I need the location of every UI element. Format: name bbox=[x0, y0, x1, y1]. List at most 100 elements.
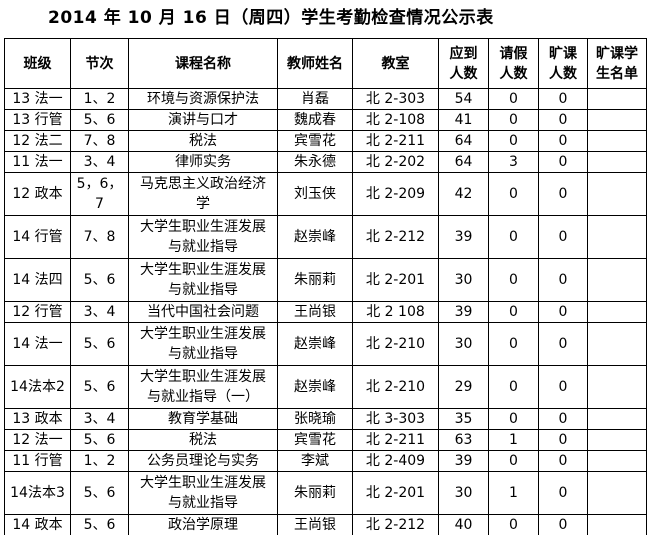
table-row: 12 政本 5，6，7 马克思主义政治经济 学 刘玉侠 北 2-209 42 0… bbox=[4, 172, 647, 216]
cell-teacher: 李斌 bbox=[277, 450, 353, 472]
cell-absent-names bbox=[587, 88, 647, 110]
cell-room: 北 2-211 bbox=[352, 130, 439, 152]
header-course: 课程名称 bbox=[128, 38, 278, 89]
cell-class: 11 行管 bbox=[4, 450, 71, 472]
cell-leave: 0 bbox=[488, 365, 539, 409]
table-row: 11 行管 1、2 公务员理论与实务 李斌 北 2-409 39 0 0 bbox=[4, 450, 647, 472]
cell-leave: 0 bbox=[488, 130, 539, 152]
cell-room: 北 2-201 bbox=[352, 471, 439, 515]
cell-course: 教育学基础 bbox=[128, 408, 278, 430]
cell-leave: 3 bbox=[488, 151, 539, 173]
cell-expected: 30 bbox=[438, 471, 489, 515]
header-absent-names: 旷课学 生名单 bbox=[587, 38, 647, 89]
cell-absent-names bbox=[587, 408, 647, 430]
header-leave: 请假 人数 bbox=[488, 38, 539, 89]
cell-absent-names bbox=[587, 258, 647, 302]
table-row: 12 法一 5、6 税法 宾雪花 北 2-211 63 1 0 bbox=[4, 429, 647, 451]
cell-course: 当代中国社会问题 bbox=[128, 301, 278, 323]
cell-expected: 42 bbox=[438, 172, 489, 216]
cell-leave: 0 bbox=[488, 258, 539, 302]
cell-teacher: 赵崇峰 bbox=[277, 365, 353, 409]
cell-expected: 63 bbox=[438, 429, 489, 451]
cell-course: 政治学原理 bbox=[128, 514, 278, 535]
cell-course: 大学生职业生涯发展 与就业指导 bbox=[128, 471, 278, 515]
cell-absent-names bbox=[587, 151, 647, 173]
cell-class: 14 法一 bbox=[4, 322, 71, 366]
header-room: 教室 bbox=[352, 38, 439, 89]
cell-teacher: 王尚银 bbox=[277, 514, 353, 535]
cell-absent-names bbox=[587, 471, 647, 515]
cell-teacher: 王尚银 bbox=[277, 301, 353, 323]
header-teacher: 教师姓名 bbox=[277, 38, 353, 89]
cell-leave: 0 bbox=[488, 322, 539, 366]
cell-period: 5、6 bbox=[70, 471, 129, 515]
cell-course: 大学生职业生涯发展 与就业指导 bbox=[128, 258, 278, 302]
cell-course: 马克思主义政治经济 学 bbox=[128, 172, 278, 216]
cell-class: 14法本3 bbox=[4, 471, 71, 515]
cell-class: 14 法四 bbox=[4, 258, 71, 302]
cell-teacher: 朱永德 bbox=[277, 151, 353, 173]
table-row: 12 行管 3、4 当代中国社会问题 王尚银 北 2 108 39 0 0 bbox=[4, 301, 647, 323]
cell-expected: 30 bbox=[438, 322, 489, 366]
cell-expected: 39 bbox=[438, 215, 489, 259]
cell-period: 7、8 bbox=[70, 215, 129, 259]
cell-leave: 1 bbox=[488, 471, 539, 515]
table-row: 14 政本 5、6 政治学原理 王尚银 北 2-212 40 0 0 bbox=[4, 514, 647, 535]
cell-expected: 41 bbox=[438, 109, 489, 131]
cell-expected: 30 bbox=[438, 258, 489, 302]
cell-room: 北 2-209 bbox=[352, 172, 439, 216]
header-class: 班级 bbox=[4, 38, 71, 89]
cell-room: 北 2-202 bbox=[352, 151, 439, 173]
cell-absent: 0 bbox=[538, 429, 588, 451]
cell-period: 5、6 bbox=[70, 365, 129, 409]
cell-leave: 1 bbox=[488, 429, 539, 451]
attendance-table-body: 13 法一 1、2 环境与资源保护法 肖磊 北 2-303 54 0 0 13 … bbox=[4, 88, 647, 535]
cell-leave: 0 bbox=[488, 514, 539, 535]
cell-room: 北 2-212 bbox=[352, 215, 439, 259]
cell-teacher: 朱丽莉 bbox=[277, 471, 353, 515]
cell-absent-names bbox=[587, 301, 647, 323]
cell-absent: 0 bbox=[538, 130, 588, 152]
cell-leave: 0 bbox=[488, 301, 539, 323]
cell-absent-names bbox=[587, 429, 647, 451]
cell-expected: 64 bbox=[438, 130, 489, 152]
cell-absent: 0 bbox=[538, 172, 588, 216]
cell-leave: 0 bbox=[488, 109, 539, 131]
cell-absent: 0 bbox=[538, 450, 588, 472]
table-row: 14 行管 7、8 大学生职业生涯发展 与就业指导 赵崇峰 北 2-212 39… bbox=[4, 215, 647, 259]
cell-room: 北 2-212 bbox=[352, 514, 439, 535]
cell-class: 14 行管 bbox=[4, 215, 71, 259]
table-row: 14 法四 5、6 大学生职业生涯发展 与就业指导 朱丽莉 北 2-201 30… bbox=[4, 258, 647, 302]
cell-leave: 0 bbox=[488, 408, 539, 430]
cell-absent-names bbox=[587, 172, 647, 216]
cell-class: 12 法二 bbox=[4, 130, 71, 152]
cell-room: 北 2-210 bbox=[352, 365, 439, 409]
cell-expected: 29 bbox=[438, 365, 489, 409]
cell-absent: 0 bbox=[538, 471, 588, 515]
cell-class: 13 政本 bbox=[4, 408, 71, 430]
cell-room: 北 2-409 bbox=[352, 450, 439, 472]
cell-period: 5，6，7 bbox=[70, 172, 129, 216]
cell-teacher: 魏成春 bbox=[277, 109, 353, 131]
header-period: 节次 bbox=[70, 38, 129, 89]
table-row: 11 法一 3、4 律师实务 朱永德 北 2-202 64 3 0 bbox=[4, 151, 647, 173]
cell-period: 3、4 bbox=[70, 151, 129, 173]
cell-teacher: 朱丽莉 bbox=[277, 258, 353, 302]
cell-class: 11 法一 bbox=[4, 151, 71, 173]
cell-class: 12 政本 bbox=[4, 172, 71, 216]
cell-teacher: 肖磊 bbox=[277, 88, 353, 110]
cell-course: 大学生职业生涯发展 与就业指导 bbox=[128, 322, 278, 366]
cell-period: 7、8 bbox=[70, 130, 129, 152]
cell-course: 环境与资源保护法 bbox=[128, 88, 278, 110]
cell-class: 12 行管 bbox=[4, 301, 71, 323]
cell-class: 12 法一 bbox=[4, 429, 71, 451]
cell-expected: 40 bbox=[438, 514, 489, 535]
cell-period: 5、6 bbox=[70, 514, 129, 535]
table-row: 12 法二 7、8 税法 宾雪花 北 2-211 64 0 0 bbox=[4, 130, 647, 152]
cell-absent-names bbox=[587, 130, 647, 152]
header-absent: 旷课 人数 bbox=[538, 38, 588, 89]
cell-room: 北 2-108 bbox=[352, 109, 439, 131]
cell-leave: 0 bbox=[488, 172, 539, 216]
table-row: 13 行管 5、6 演讲与口才 魏成春 北 2-108 41 0 0 bbox=[4, 109, 647, 131]
